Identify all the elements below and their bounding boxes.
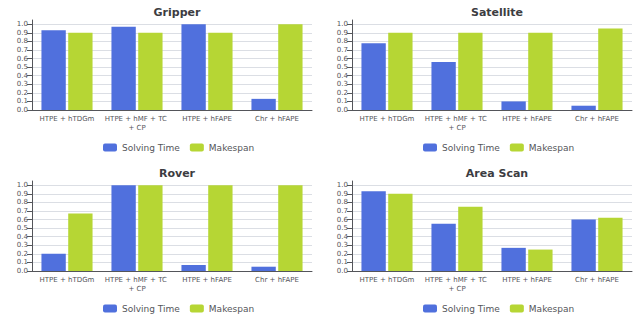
svg-text:0.8: 0.8 (17, 198, 28, 206)
svg-text:Makespan: Makespan (209, 304, 254, 314)
svg-text:0.3: 0.3 (17, 80, 28, 88)
svg-text:0.9: 0.9 (337, 190, 348, 198)
svg-text:0.8: 0.8 (337, 198, 348, 206)
svg-text:Gripper: Gripper (154, 6, 201, 19)
svg-text:0.4: 0.4 (337, 72, 349, 80)
svg-text:Makespan: Makespan (529, 143, 574, 153)
svg-text:0.7: 0.7 (337, 207, 348, 215)
svg-text:0.5: 0.5 (17, 63, 28, 71)
svg-text:HTPE + hMF + TC: HTPE + hMF + TC (425, 115, 489, 123)
svg-text:HTPE + hMF + TC: HTPE + hMF + TC (105, 276, 169, 284)
svg-text:Chr + hFAPE: Chr + hFAPE (575, 115, 619, 123)
svg-text:0.2: 0.2 (17, 89, 28, 97)
svg-text:0.1: 0.1 (337, 97, 348, 105)
svg-text:1.0: 1.0 (337, 181, 348, 189)
svg-text:0.7: 0.7 (17, 207, 28, 215)
svg-text:HTPE + hFAPE: HTPE + hFAPE (182, 115, 232, 123)
svg-text:0.8: 0.8 (337, 37, 348, 45)
svg-text:HTPE + hFAPE: HTPE + hFAPE (502, 276, 552, 284)
svg-text:+ CP: + CP (448, 285, 465, 293)
svg-text:0.0: 0.0 (17, 106, 28, 114)
svg-text:+ CP: + CP (128, 124, 145, 132)
svg-text:Solving Time: Solving Time (122, 304, 180, 314)
svg-text:0.6: 0.6 (17, 216, 29, 224)
svg-text:0.1: 0.1 (17, 258, 28, 266)
svg-text:0.9: 0.9 (337, 29, 348, 37)
svg-text:0.1: 0.1 (17, 97, 28, 105)
svg-text:1.0: 1.0 (337, 20, 348, 28)
svg-text:HTPE + hTDGm: HTPE + hTDGm (360, 276, 415, 284)
svg-text:Chr + hFAPE: Chr + hFAPE (575, 276, 619, 284)
svg-text:0.3: 0.3 (17, 241, 28, 249)
svg-text:0.8: 0.8 (17, 37, 28, 45)
svg-text:HTPE + hFAPE: HTPE + hFAPE (502, 115, 552, 123)
svg-text:HTPE + hMF + TC: HTPE + hMF + TC (105, 115, 169, 123)
svg-text:0.4: 0.4 (17, 233, 29, 241)
svg-text:0.6: 0.6 (337, 55, 349, 63)
svg-text:0.9: 0.9 (17, 190, 28, 198)
svg-text:0.9: 0.9 (17, 29, 28, 37)
svg-text:+ CP: + CP (448, 124, 465, 132)
svg-text:0.7: 0.7 (337, 46, 348, 54)
svg-text:+ CP: + CP (128, 285, 145, 293)
svg-text:0.5: 0.5 (337, 224, 348, 232)
svg-text:1.0: 1.0 (17, 181, 28, 189)
svg-text:Rover: Rover (159, 167, 196, 180)
svg-text:0.2: 0.2 (17, 250, 28, 258)
svg-text:0.5: 0.5 (17, 224, 28, 232)
svg-text:Satellite: Satellite (471, 6, 523, 19)
svg-text:Solving Time: Solving Time (122, 143, 180, 153)
svg-text:1.0: 1.0 (17, 20, 28, 28)
svg-text:Area Scan: Area Scan (466, 167, 528, 180)
svg-text:0.5: 0.5 (337, 63, 348, 71)
svg-text:0.3: 0.3 (337, 80, 348, 88)
svg-text:HTPE + hFAPE: HTPE + hFAPE (182, 276, 232, 284)
svg-text:HTPE + hTDGm: HTPE + hTDGm (40, 276, 95, 284)
svg-text:0.6: 0.6 (337, 216, 349, 224)
svg-text:0.3: 0.3 (337, 241, 348, 249)
svg-text:HTPE + hMF + TC: HTPE + hMF + TC (425, 276, 489, 284)
svg-text:Solving Time: Solving Time (442, 304, 500, 314)
svg-text:0.0: 0.0 (337, 106, 348, 114)
svg-text:Solving Time: Solving Time (442, 143, 500, 153)
svg-text:0.2: 0.2 (337, 250, 348, 258)
svg-text:HTPE + hTDGm: HTPE + hTDGm (360, 115, 415, 123)
svg-text:Makespan: Makespan (529, 304, 574, 314)
svg-text:0.0: 0.0 (337, 267, 348, 275)
svg-text:0.1: 0.1 (337, 258, 348, 266)
svg-text:0.4: 0.4 (337, 233, 349, 241)
svg-text:Makespan: Makespan (209, 143, 254, 153)
svg-text:0.4: 0.4 (17, 72, 29, 80)
svg-text:0.6: 0.6 (17, 55, 29, 63)
svg-text:Chr + hFAPE: Chr + hFAPE (255, 115, 299, 123)
svg-text:0.2: 0.2 (337, 89, 348, 97)
svg-text:0.0: 0.0 (17, 267, 28, 275)
svg-text:0.7: 0.7 (17, 46, 28, 54)
svg-text:HTPE + hTDGm: HTPE + hTDGm (40, 115, 95, 123)
svg-text:Chr + hFAPE: Chr + hFAPE (255, 276, 299, 284)
